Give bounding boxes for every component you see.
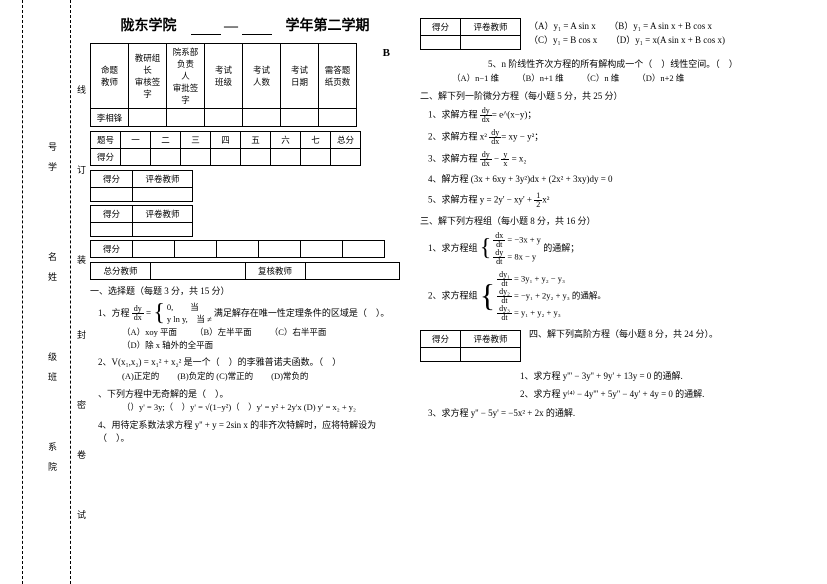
q5: 5、n 阶线性齐次方程的所有解构成一个（ ）线性空间。（ ） （A）n−1 维（… — [428, 58, 820, 84]
scorebox-2: 得分评卷教师 — [90, 205, 193, 237]
right-column: 得分评卷教师 （A）y₁ = A sin x （B）y₁ = A sin x +… — [420, 15, 820, 425]
q31: 1、求方程组 {dxdt = −3x + ydydt = 8x − y 的通解； — [428, 232, 820, 266]
page-title: 陇东学院 — 学年第二学期 — [90, 15, 400, 35]
left-column: 陇东学院 — 学年第二学期 B 命题 教师教研组长 审核签字院系部负责 人 审批… — [90, 15, 400, 451]
scorebox-3: 得分 — [90, 240, 385, 258]
totals-table: 总分教师复核教师 — [90, 262, 400, 280]
exam-info-table: 命题 教师教研组长 审核签字院系部负责 人 审批签字考试 班级考试 人数考试 日… — [90, 43, 357, 127]
q22: 2、求解方程 x² dydx= xy − y²； — [428, 129, 820, 146]
q32: 2、求方程组 { dy₁dt = 3y₁ + y₂ − y₃ dy₂dt = −… — [428, 271, 820, 322]
scorebox-right-2: 得分评卷教师 — [420, 330, 521, 362]
section-1-title: 一、选择题（每题 3 分，共 15 分） — [90, 284, 400, 297]
score-table: 题号一二三四五六七总分得分 — [90, 131, 361, 166]
q41: 1、求方程 y''' − 3y'' + 9y' + 13y = 0 的通解. — [520, 370, 820, 384]
q24: 4、解方程 (3x + 6xy + 3y²)dx + (2x² + 3xy)dy… — [428, 173, 820, 187]
q2: 2、V(x₁,x₂) = x₁² + x₂² 是一个（ ）的李雅普诺夫函数。（ … — [98, 356, 400, 382]
q4-options: （A）y₁ = A sin x （B）y₁ = A sin x + B cos … — [520, 20, 820, 47]
variant-label: B — [383, 47, 390, 59]
section-4-title: 四、解下列高阶方程（每小题 8 分，共 24 分）。 — [520, 327, 820, 340]
q3: 、下列方程中无奇解的是（ ）。 （）y' = 3y;（ ）y' = √(1−y²… — [98, 388, 400, 414]
binding-line-1 — [22, 0, 23, 584]
q21: 1、求解方程 dydx= e^(x−y)； — [428, 107, 820, 124]
q42: 2、求方程 y⁽⁴⁾ − 4y''' + 5y'' − 4y' + 4y = 0… — [520, 388, 820, 402]
scorebox-right-1: 得分评卷教师 — [420, 18, 521, 50]
q25: 5、求解方程 y = 2y' − xy' + 12x² — [428, 192, 820, 209]
section-2-title: 二、解下列一阶微分方程（每小题 5 分，共 25 分） — [420, 89, 820, 102]
scorebox-1: 得分评卷教师 — [90, 170, 193, 202]
q23: 3、求解方程 dydx − yx = x₂ — [428, 151, 820, 168]
binding-line-2 — [70, 0, 71, 584]
section-3-title: 三、解下列方程组（每小题 8 分，共 16 分） — [420, 214, 820, 227]
q4: 4、用待定系数法求方程 y'' + y = 2sin x 的非齐次特解时，应将特… — [98, 419, 400, 446]
q1: 1、方程 dydx = {0, 当y ln y, 当 ≠ 满足解存在唯一性定理条… — [98, 302, 400, 351]
q43: 3、求方程 y'' − 5y' = −5x² + 2x 的通解. — [428, 407, 820, 421]
